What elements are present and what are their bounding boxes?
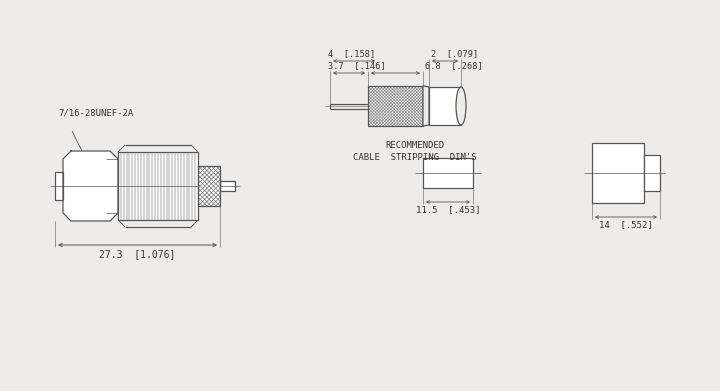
Bar <box>429 87 461 125</box>
Polygon shape <box>63 151 118 221</box>
Bar <box>368 86 423 126</box>
Bar <box>198 166 220 206</box>
Bar <box>592 143 644 203</box>
Text: 4  [.158]: 4 [.158] <box>328 50 375 59</box>
Text: RECOMMENDED
CABLE  STRIPPING  DIM'S: RECOMMENDED CABLE STRIPPING DIM'S <box>353 141 477 163</box>
Text: 14  [.552]: 14 [.552] <box>599 221 653 230</box>
Text: 2  [.079]: 2 [.079] <box>431 50 478 59</box>
Bar <box>220 181 235 191</box>
Text: 7/16-28UNEF-2A: 7/16-28UNEF-2A <box>58 108 133 118</box>
Text: 27.3  [1.076]: 27.3 [1.076] <box>99 249 176 259</box>
Bar <box>55 172 63 200</box>
Text: 6.8  [.268]: 6.8 [.268] <box>425 61 482 70</box>
Text: 11.5  [.453]: 11.5 [.453] <box>415 206 480 215</box>
Text: 3.7  [.146]: 3.7 [.146] <box>328 61 386 70</box>
Polygon shape <box>423 86 429 126</box>
Bar <box>644 155 660 191</box>
Bar <box>423 158 473 188</box>
Ellipse shape <box>456 87 466 125</box>
Bar <box>118 152 198 220</box>
